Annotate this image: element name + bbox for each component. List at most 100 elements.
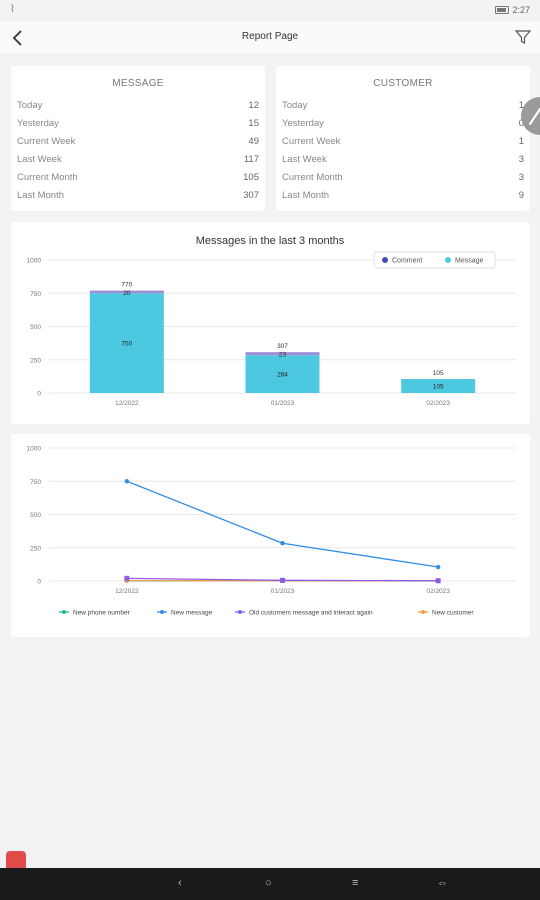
stat-row: Last Week 3 <box>282 151 524 169</box>
stat-row: Last Month 307 <box>17 187 259 205</box>
legend-label: Old customers message and interact again <box>249 610 373 617</box>
legend-marker <box>62 610 66 614</box>
customer-stats-card: CUSTOMER Today 1 Yesterday 0 Current Week 1… <box>276 66 530 211</box>
stat-value: 307 <box>243 190 259 201</box>
line-chart-card: 0 250 500 750 1000 12/2022 01/2023 02/2023 New p… <box>11 434 530 637</box>
y-tick-label: 250 <box>30 357 41 364</box>
stat-label: Current Week <box>282 136 341 147</box>
filter-button[interactable] <box>514 28 532 46</box>
stat-value: 3 <box>518 154 524 165</box>
bar-value-label: 105 <box>433 384 444 391</box>
legend-marker-comment <box>382 257 388 263</box>
legend-label: New customer <box>432 610 474 617</box>
legend-label-message: Message <box>455 258 484 265</box>
stat-label: Current Week <box>17 136 76 147</box>
stat-label: Last Month <box>17 190 64 201</box>
bar-chart-legend: Comment Message <box>373 251 496 269</box>
status-right: 2:27 <box>495 5 530 15</box>
pencil-icon <box>528 107 540 126</box>
stat-label: Last Month <box>282 190 329 201</box>
stat-row: Yesterday 0 <box>282 115 524 133</box>
series-point <box>435 578 441 584</box>
bar-chart-title: Messages in the last 3 months <box>196 235 345 247</box>
messages-bar-chart: Messages in the last 3 months 0 250 500 750 1… <box>27 235 516 407</box>
stat-label: Yesterday <box>282 118 324 129</box>
legend-label: New phone number <box>73 610 131 617</box>
stat-row: Current Week 1 <box>282 133 524 151</box>
stat-row: Today 12 <box>17 97 259 115</box>
stat-label: Current Month <box>17 172 78 183</box>
y-tick-label: 1000 <box>27 258 42 265</box>
y-tick-label: 500 <box>30 324 41 331</box>
stat-label: Current Month <box>282 172 343 183</box>
y-tick-label: 0 <box>37 391 41 398</box>
stat-value: 1 <box>518 136 524 147</box>
stat-value: 1 <box>518 100 524 111</box>
stat-row: Current Week 49 <box>17 133 259 151</box>
legend-label: New message <box>171 610 213 617</box>
stat-row: Current Month 105 <box>17 169 259 187</box>
nav-back-button[interactable]: ‹ <box>178 877 182 889</box>
stat-label: Last Week <box>17 154 62 165</box>
series-point <box>280 577 285 583</box>
bar-value-label: 284 <box>277 372 288 379</box>
bar-comment <box>89 290 164 294</box>
x-tick-label: 02/2023 <box>426 400 450 407</box>
stat-value: 12 <box>248 100 259 111</box>
nav-home-button[interactable]: ○ <box>265 877 272 889</box>
bar-message <box>401 379 476 393</box>
y-tick-label: 750 <box>30 291 41 298</box>
line-chart-legend: New phone number New message Old customers… <box>59 610 474 617</box>
nav-recents-button[interactable]: ≡ <box>352 877 359 889</box>
x-tick-label: 02/2023 <box>426 588 450 595</box>
stat-value: 3 <box>518 172 524 183</box>
bar-value-label: 20 <box>123 290 131 297</box>
x-tick-label: 12/2022 <box>115 588 139 595</box>
y-tick-label: 750 <box>30 479 41 486</box>
bar-total-label: 770 <box>121 282 132 289</box>
stat-value: 49 <box>248 136 259 147</box>
page-title: Report Page <box>241 31 299 42</box>
status-time: 2:27 <box>512 5 530 15</box>
stat-value: 105 <box>243 172 259 183</box>
legend-marker <box>160 610 164 614</box>
series-point <box>124 575 130 581</box>
bar-chart-card: Messages in the last 3 months 0 250 500 750 1… <box>11 222 530 424</box>
status-bar: ⌇ 2:27 <box>0 0 540 22</box>
stat-value: 117 <box>243 154 259 165</box>
stat-row: Last Week 117 <box>17 151 259 169</box>
message-stats-title: MESSAGE <box>112 78 164 89</box>
customers-line-chart: 0 250 500 750 1000 12/2022 01/2023 02/2023 New p… <box>27 446 516 617</box>
x-tick-label: 12/2022 <box>115 400 139 407</box>
nav-extra-button[interactable]: ⇔ <box>437 877 448 889</box>
stat-row: Last Month 9 <box>282 187 524 205</box>
stat-value: 0 <box>518 118 524 129</box>
legend-marker <box>238 610 242 614</box>
stat-label: Yesterday <box>17 118 59 129</box>
back-button[interactable] <box>8 26 30 50</box>
edit-fab-button[interactable] <box>521 97 540 135</box>
bar-total-label: 307 <box>277 343 288 350</box>
x-tick-label: 01/2023 <box>271 588 295 595</box>
floating-app-badge[interactable] <box>6 851 26 871</box>
series-line <box>126 480 439 568</box>
bar-message <box>89 293 164 393</box>
stat-row: Current Month 3 <box>282 169 524 187</box>
y-tick-label: 250 <box>30 545 41 552</box>
stat-label: Today <box>17 100 43 111</box>
series-point <box>280 541 285 546</box>
legend-marker <box>421 610 425 614</box>
x-tick-label: 01/2023 <box>271 400 295 407</box>
app-header: Report Page <box>0 22 540 54</box>
message-stats-card: MESSAGE Today 12 Yesterday 15 Current Week… <box>11 66 265 211</box>
system-nav-bar: ‹ ○ ≡ ⇔ <box>0 868 540 900</box>
series-point <box>435 564 441 570</box>
bar-value-label: 750 <box>121 341 132 348</box>
bar-value-label: 23 <box>279 352 287 359</box>
series-point <box>124 479 130 484</box>
stat-row: Today 1 <box>282 97 524 115</box>
stat-label: Today <box>282 100 308 111</box>
legend-label-comment: Comment <box>392 258 422 265</box>
y-tick-label: 500 <box>30 512 41 519</box>
battery-icon <box>495 6 510 14</box>
